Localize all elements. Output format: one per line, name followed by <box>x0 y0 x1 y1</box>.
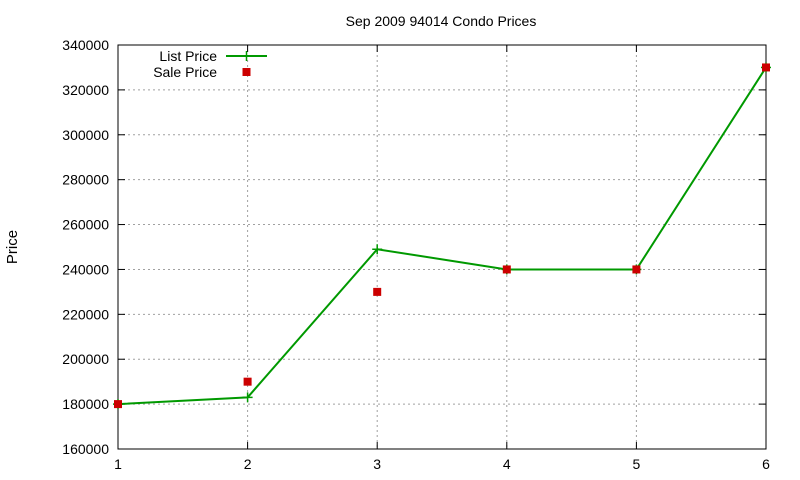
x-tick-label: 5 <box>633 456 641 472</box>
sale-price-point <box>632 265 641 274</box>
y-tick-label: 220000 <box>62 306 109 322</box>
list-price-point <box>242 392 253 403</box>
y-tick-label: 160000 <box>62 441 109 457</box>
list-price-point <box>372 244 383 255</box>
plot-frame <box>117 44 767 450</box>
legend-square-marker <box>242 68 251 76</box>
chart-title: Sep 2009 94014 Condo Prices <box>346 13 537 29</box>
x-tick-label: 6 <box>762 456 770 472</box>
y-axis-label: Price <box>4 230 21 264</box>
x-tick-label: 4 <box>503 456 511 472</box>
y-tick-label: 300000 <box>62 127 109 143</box>
legend-label: List Price <box>159 48 217 64</box>
sale-price-point <box>243 377 252 386</box>
sale-price-point <box>373 287 382 296</box>
grid-lines <box>118 45 766 449</box>
x-tick-label: 3 <box>373 456 381 472</box>
data-series <box>113 62 771 410</box>
x-tick-label: 2 <box>244 456 252 472</box>
legend-label: Sale Price <box>153 64 217 80</box>
x-tick-label: 1 <box>114 456 122 472</box>
list-price-line <box>117 66 767 406</box>
y-tick-label: 200000 <box>62 351 109 367</box>
y-tick-label: 180000 <box>62 396 109 412</box>
sale-price-point <box>502 265 511 274</box>
y-tick-label: 340000 <box>62 37 109 53</box>
axes: 160000 180000 200000 220000 240000 260000 2800… <box>62 37 770 472</box>
sale-price-point <box>114 400 122 409</box>
sale-price-point <box>762 63 770 72</box>
y-tick-label: 260000 <box>62 217 109 233</box>
y-tick-label: 320000 <box>62 82 109 98</box>
y-tick-label: 240000 <box>62 261 109 277</box>
y-tick-label: 280000 <box>62 172 109 188</box>
